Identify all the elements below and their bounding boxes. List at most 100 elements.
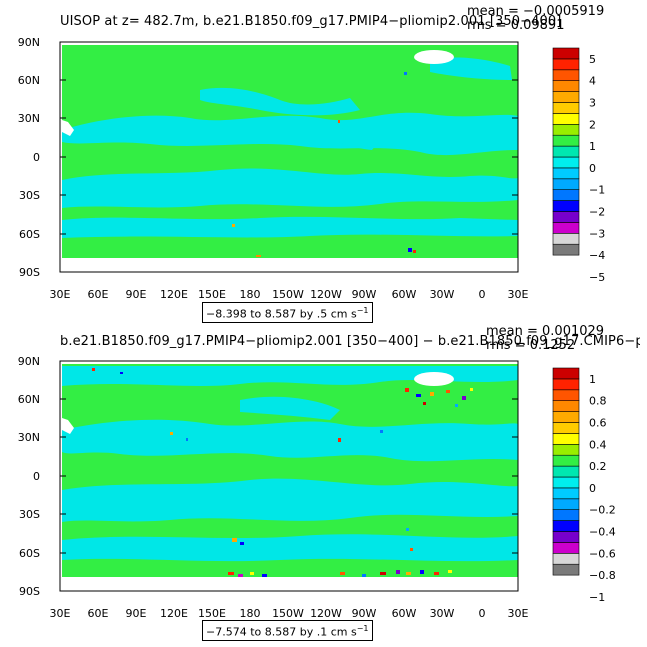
colorbar-label: −0.4	[589, 526, 616, 539]
lon-label: 60W	[392, 288, 417, 301]
colorbar-label: −1	[589, 184, 605, 197]
lat-label: 90S	[19, 266, 40, 279]
range-exponent: −1	[356, 624, 369, 633]
colorbar-swatch	[552, 476, 580, 489]
lon-label: 60E	[88, 288, 109, 301]
lon-label: 90E	[126, 288, 147, 301]
mean-value: mean = −0.0005919	[467, 4, 605, 19]
range-exponent: −1	[356, 306, 369, 315]
lat-label: 0	[33, 470, 40, 483]
land-missing	[62, 50, 454, 136]
colorbar-swatch	[552, 80, 580, 92]
lon-label: 60W	[392, 607, 417, 620]
anomaly-points	[232, 72, 416, 257]
colorbar-swatch	[552, 454, 580, 467]
colorbar-swatch	[552, 378, 580, 391]
lon-label: 90E	[126, 607, 147, 620]
colorbar-swatch	[552, 124, 580, 136]
colorbar-swatch	[552, 444, 580, 456]
colorbar-swatch	[552, 156, 580, 169]
lat-label: 30N	[18, 431, 40, 444]
colorbar-swatch	[552, 145, 580, 158]
lon-label: 150E	[198, 288, 226, 301]
lon-label: 120W	[310, 288, 342, 301]
lon-label: 150E	[198, 607, 226, 620]
colorbar-swatch	[552, 200, 580, 212]
colorbar-swatch	[552, 400, 580, 412]
lon-label: 180	[240, 288, 261, 301]
colorbar-swatch	[552, 113, 580, 125]
rms-value: rms = 0.1252	[486, 338, 576, 353]
colorbar-swatch	[552, 134, 580, 147]
colorbar-swatch	[552, 509, 580, 521]
lon-label: 0	[479, 607, 486, 620]
axis-ticks	[60, 41, 518, 273]
lon-label: 150W	[272, 288, 304, 301]
anomaly-points	[92, 368, 473, 577]
colorbar-label: 0.8	[589, 395, 607, 408]
colorbar-swatch	[552, 542, 580, 554]
lon-labels: 30E 60E 90E 120E 150E 180 150W 120W 90W …	[50, 288, 529, 301]
lat-label: 60S	[19, 547, 40, 560]
lat-label: 90N	[18, 355, 40, 368]
lat-label: 90N	[18, 36, 40, 49]
colorbar-swatch	[552, 498, 580, 511]
colorbar-label: 0.4	[589, 438, 607, 451]
colorbar-swatch	[552, 178, 580, 191]
colorbar-swatch	[552, 422, 580, 434]
colorbar-swatch	[552, 69, 580, 82]
colorbar-label: −0.2	[589, 504, 616, 517]
lon-label: 30E	[508, 288, 529, 301]
colorbar-swatch	[552, 553, 580, 565]
colorbar-swatch	[552, 465, 580, 478]
lat-labels: 90N 60N 30N 0 30S 60S 90S	[18, 36, 40, 279]
colorbar-swatch	[552, 243, 580, 256]
colorbar-label: 0	[589, 162, 596, 175]
lat-label: 90S	[19, 585, 40, 598]
mean-value: mean = 0.001029	[486, 324, 605, 339]
lon-label: 90W	[352, 607, 377, 620]
colorbar-swatch	[552, 233, 580, 245]
lon-label: 90W	[352, 288, 377, 301]
colorbar-label: 1	[589, 373, 596, 386]
colorbar-swatch	[552, 102, 580, 114]
lat-label: 60N	[18, 393, 40, 406]
colorbar-swatch	[552, 389, 580, 402]
map-plot	[59, 41, 519, 273]
colorbar-label: −3	[589, 227, 605, 240]
lon-label: 150W	[272, 607, 304, 620]
colorbar-label: 3	[589, 97, 596, 110]
panel-title: UISOP at z= 482.7m, b.e21.B1850.f09_g17.…	[60, 14, 562, 29]
colorbar-swatch	[552, 520, 580, 532]
colorbar-label: 4	[589, 75, 596, 88]
bottom-panel: b.e21.B1850.f09_g17.PMIP4−pliomip2.001 […	[0, 320, 647, 641]
colorbar-swatch	[552, 367, 580, 380]
lon-label: 30W	[430, 288, 455, 301]
lat-label: 0	[33, 151, 40, 164]
lon-label: 120E	[160, 607, 188, 620]
map-figure: 90N 60N 30N 0 30S 60S 90S 30E 60E 90E 12…	[18, 355, 616, 620]
lon-label: 30E	[50, 288, 71, 301]
colorbar-label: −0.6	[589, 547, 616, 560]
map-plot	[59, 360, 519, 592]
lon-label: 120W	[310, 607, 342, 620]
lon-label: 30E	[508, 607, 529, 620]
colorbar-swatch	[552, 411, 580, 423]
colorbar-swatch	[552, 531, 580, 543]
colorbar-swatch	[552, 563, 580, 576]
colorbar-label: 1	[589, 140, 596, 153]
colorbar-swatch	[552, 222, 580, 234]
colorbar: 1 0.8 0.6 0.4 0.2 0 −0.2 −0.4 −0.6 −0.8 −1	[552, 367, 616, 604]
lon-labels: 30E 60E 90E 120E 150E 180 150W 120W 90W …	[50, 607, 529, 620]
lon-label: 30E	[50, 607, 71, 620]
lat-labels: 90N 60N 30N 0 30S 60S 90S	[18, 355, 40, 598]
colorbar-swatch	[552, 167, 580, 180]
lat-label: 30N	[18, 112, 40, 125]
colorbar-label: −4	[589, 249, 605, 262]
colorbar-swatch	[552, 433, 580, 445]
lat-label: 30S	[19, 508, 40, 521]
colorbar-swatch	[552, 189, 580, 201]
colorbar-label: 0.2	[589, 460, 607, 473]
colorbar-swatch	[552, 47, 580, 60]
land-missing	[62, 372, 454, 434]
